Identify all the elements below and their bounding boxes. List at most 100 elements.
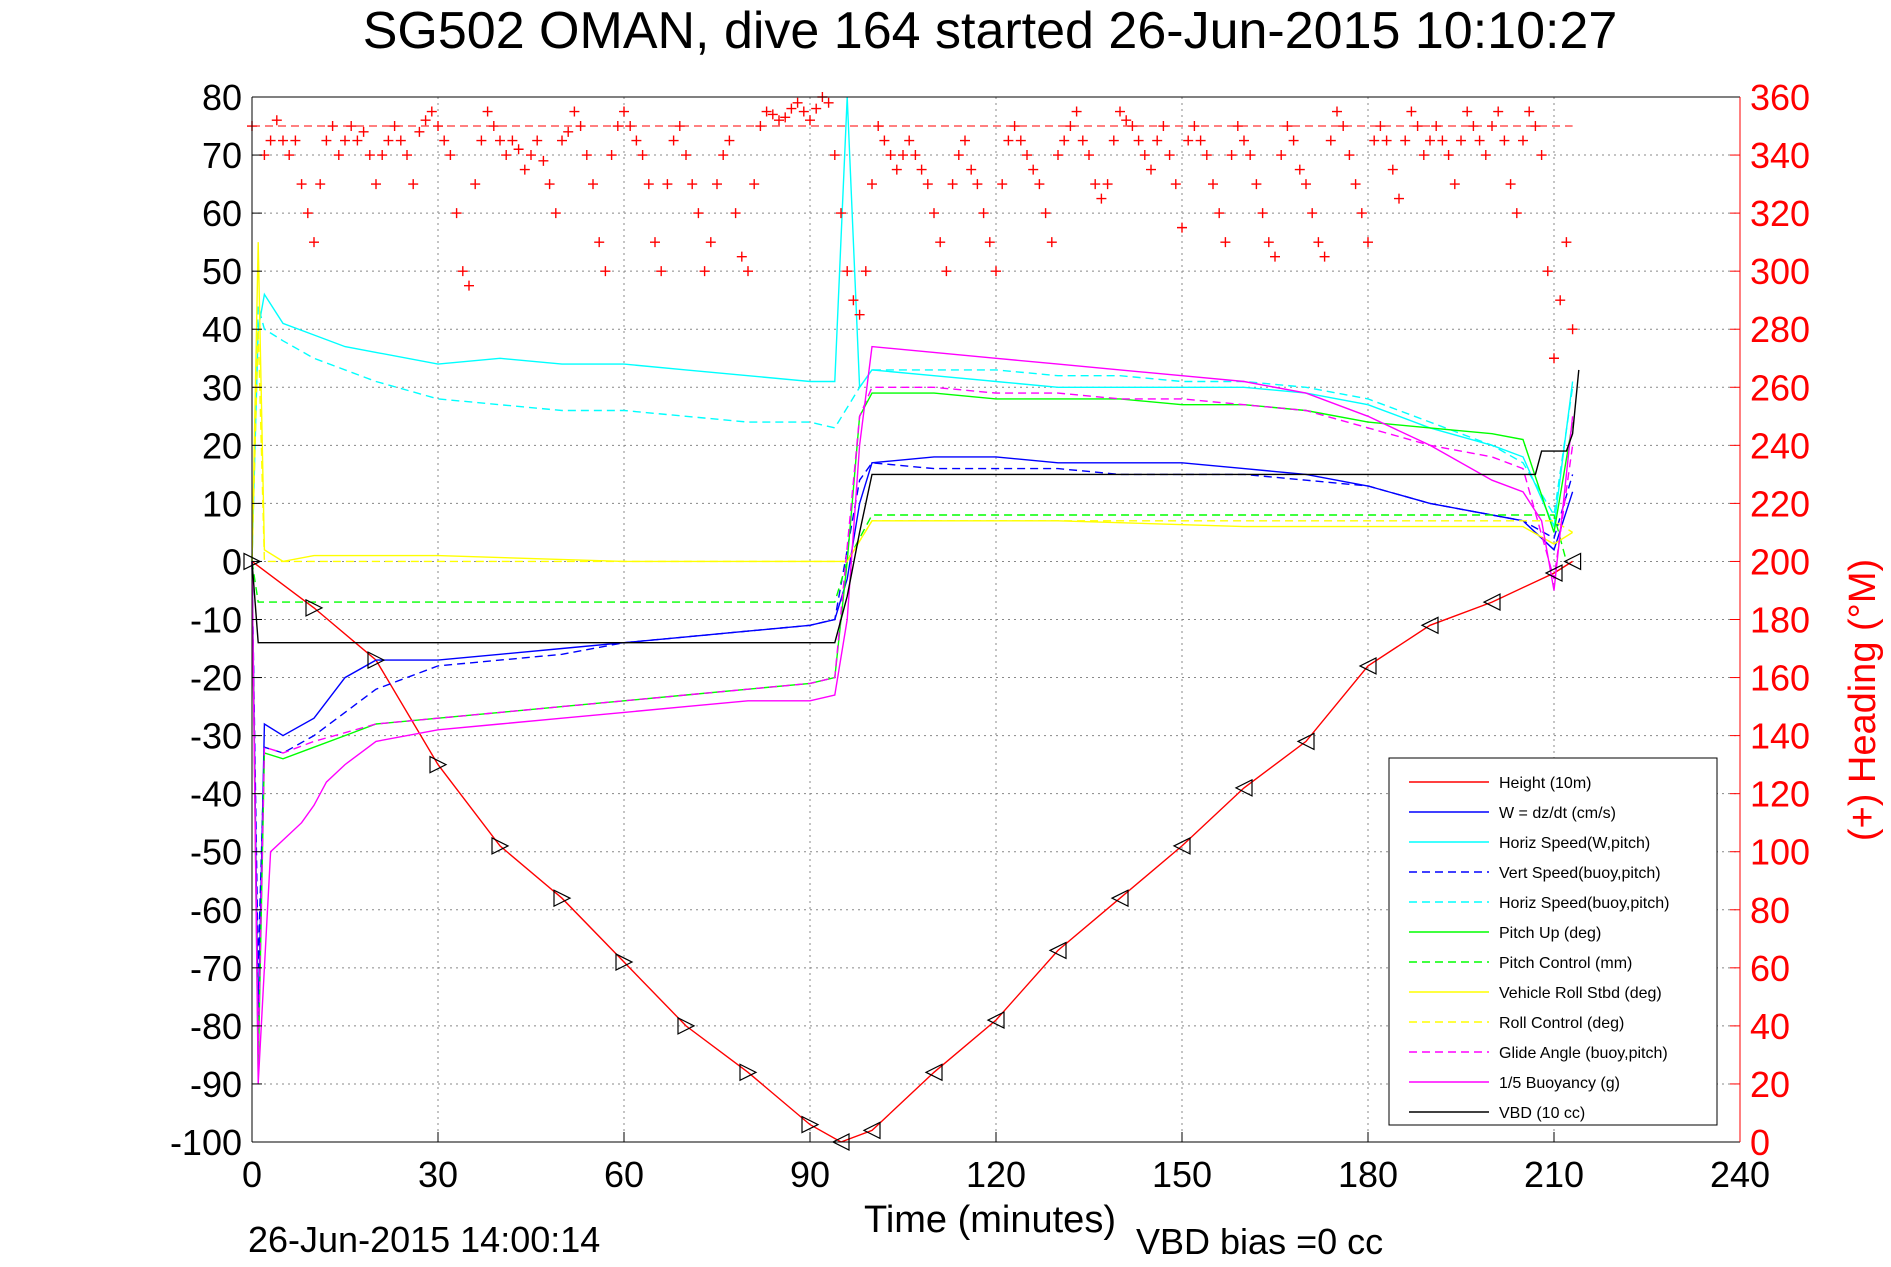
heading-point [1220,237,1231,248]
heading-point [798,106,809,117]
x-tick-label: 180 [1338,1154,1398,1195]
legend-box [1388,757,1718,1126]
heading-point [284,150,295,161]
depth-marker [1563,552,1582,571]
y-tick-label: -50 [190,832,242,873]
right-y-tick-label: 360 [1750,77,1810,118]
heading-markers [247,92,1578,364]
vbd-bias-note: VBD bias =0 cc [1136,1221,1383,1262]
heading-point [1183,135,1194,146]
heading-point [836,208,846,219]
depth-marker [739,1063,758,1082]
heading-point [978,208,989,219]
heading-point [643,179,654,190]
heading-point [1307,208,1318,219]
heading-point [1542,266,1553,277]
heading-point [1015,135,1026,146]
legend-entry-roll-control-deg-label: Roll Control (deg) [1499,1015,1624,1032]
heading-point [879,135,890,146]
right-y-tick-label: 260 [1750,367,1810,408]
heading-point [464,280,474,291]
heading-point [1226,150,1237,161]
heading-point [501,150,512,161]
heading-point [563,126,574,137]
heading-point [1567,324,1578,335]
heading-point [1425,135,1435,146]
heading-point [786,103,797,114]
heading-point [1090,179,1101,190]
heading-point [1201,150,1212,161]
heading-point [1456,135,1466,146]
heading-point [358,126,369,137]
heading-point [315,179,326,190]
heading-point [594,237,605,248]
right-y-tick-label: 40 [1750,1006,1790,1047]
heading-point [1251,179,1262,190]
heading-point [1288,135,1299,146]
heading-point [1511,208,1522,219]
heading-point [1381,135,1392,146]
y-tick-label: -60 [190,890,242,931]
y-tick-label: 20 [202,425,242,466]
heading-point [271,115,282,126]
heading-point [1319,251,1330,262]
heading-point [1208,179,1218,190]
heading-point [699,266,710,277]
heading-point [718,150,729,161]
heading-point [966,164,977,175]
series-line-vehicle-roll-stbd-deg [251,242,1573,563]
heading-point [420,115,431,126]
series-line-glide-angle-buoy-pitch [251,386,1574,1055]
heading-point [1270,251,1280,262]
heading-point [1524,106,1535,117]
heading-point [730,208,741,219]
heading-point [743,266,753,277]
heading-point [1040,208,1051,219]
legend-entry-vehicle-roll-stbd-deg-label: Vehicle Roll Stbd (deg) [1499,985,1662,1002]
y-tick-label: 40 [202,309,242,350]
heading-point [526,150,536,161]
heading-point [749,179,760,190]
y-tick-label: 10 [202,483,242,524]
heading-point [960,135,970,146]
heading-point [1356,208,1367,219]
heading-point [997,179,1008,190]
heading-point [1555,295,1566,306]
heading-point [550,208,561,219]
depth-marker [862,1121,881,1140]
depth-marker [1048,941,1067,960]
heading-point [532,135,543,146]
heading-point [1462,106,1473,117]
heading-point [1499,135,1510,146]
heading-point [631,135,642,146]
right-y-tick-label: 240 [1750,425,1810,466]
heading-point [811,103,822,114]
heading-point [1313,237,1324,248]
heading-point [854,309,865,320]
y-tick-label: 60 [202,193,242,234]
right-y-axis-label: (+) Heading (°M) [1842,559,1884,841]
depth-marker [677,1016,696,1035]
heading-point [606,150,617,161]
right-y-tick-label: 280 [1750,309,1810,350]
heading-point [600,266,611,277]
right-y-tick-label: 320 [1750,193,1810,234]
x-tick-label: 30 [418,1154,458,1195]
heading-point [1077,135,1088,146]
series-line-roll-control-deg [251,329,1573,563]
depth-marker [1172,836,1191,855]
heading-point [340,135,350,146]
depth-marker [1544,564,1563,583]
legend-entry-pitch-control-mm-label: Pitch Control (mm) [1499,955,1632,972]
heading-point [333,150,344,161]
heading-point [842,266,853,277]
heading-point [1263,237,1274,248]
heading-point [780,112,791,123]
heading-point [693,208,704,219]
heading-point [662,179,673,190]
heading-point [588,179,598,190]
y-tick-label: 80 [202,77,242,118]
heading-point [736,251,747,262]
heading-point [1139,150,1150,161]
heading-point [1115,106,1125,117]
